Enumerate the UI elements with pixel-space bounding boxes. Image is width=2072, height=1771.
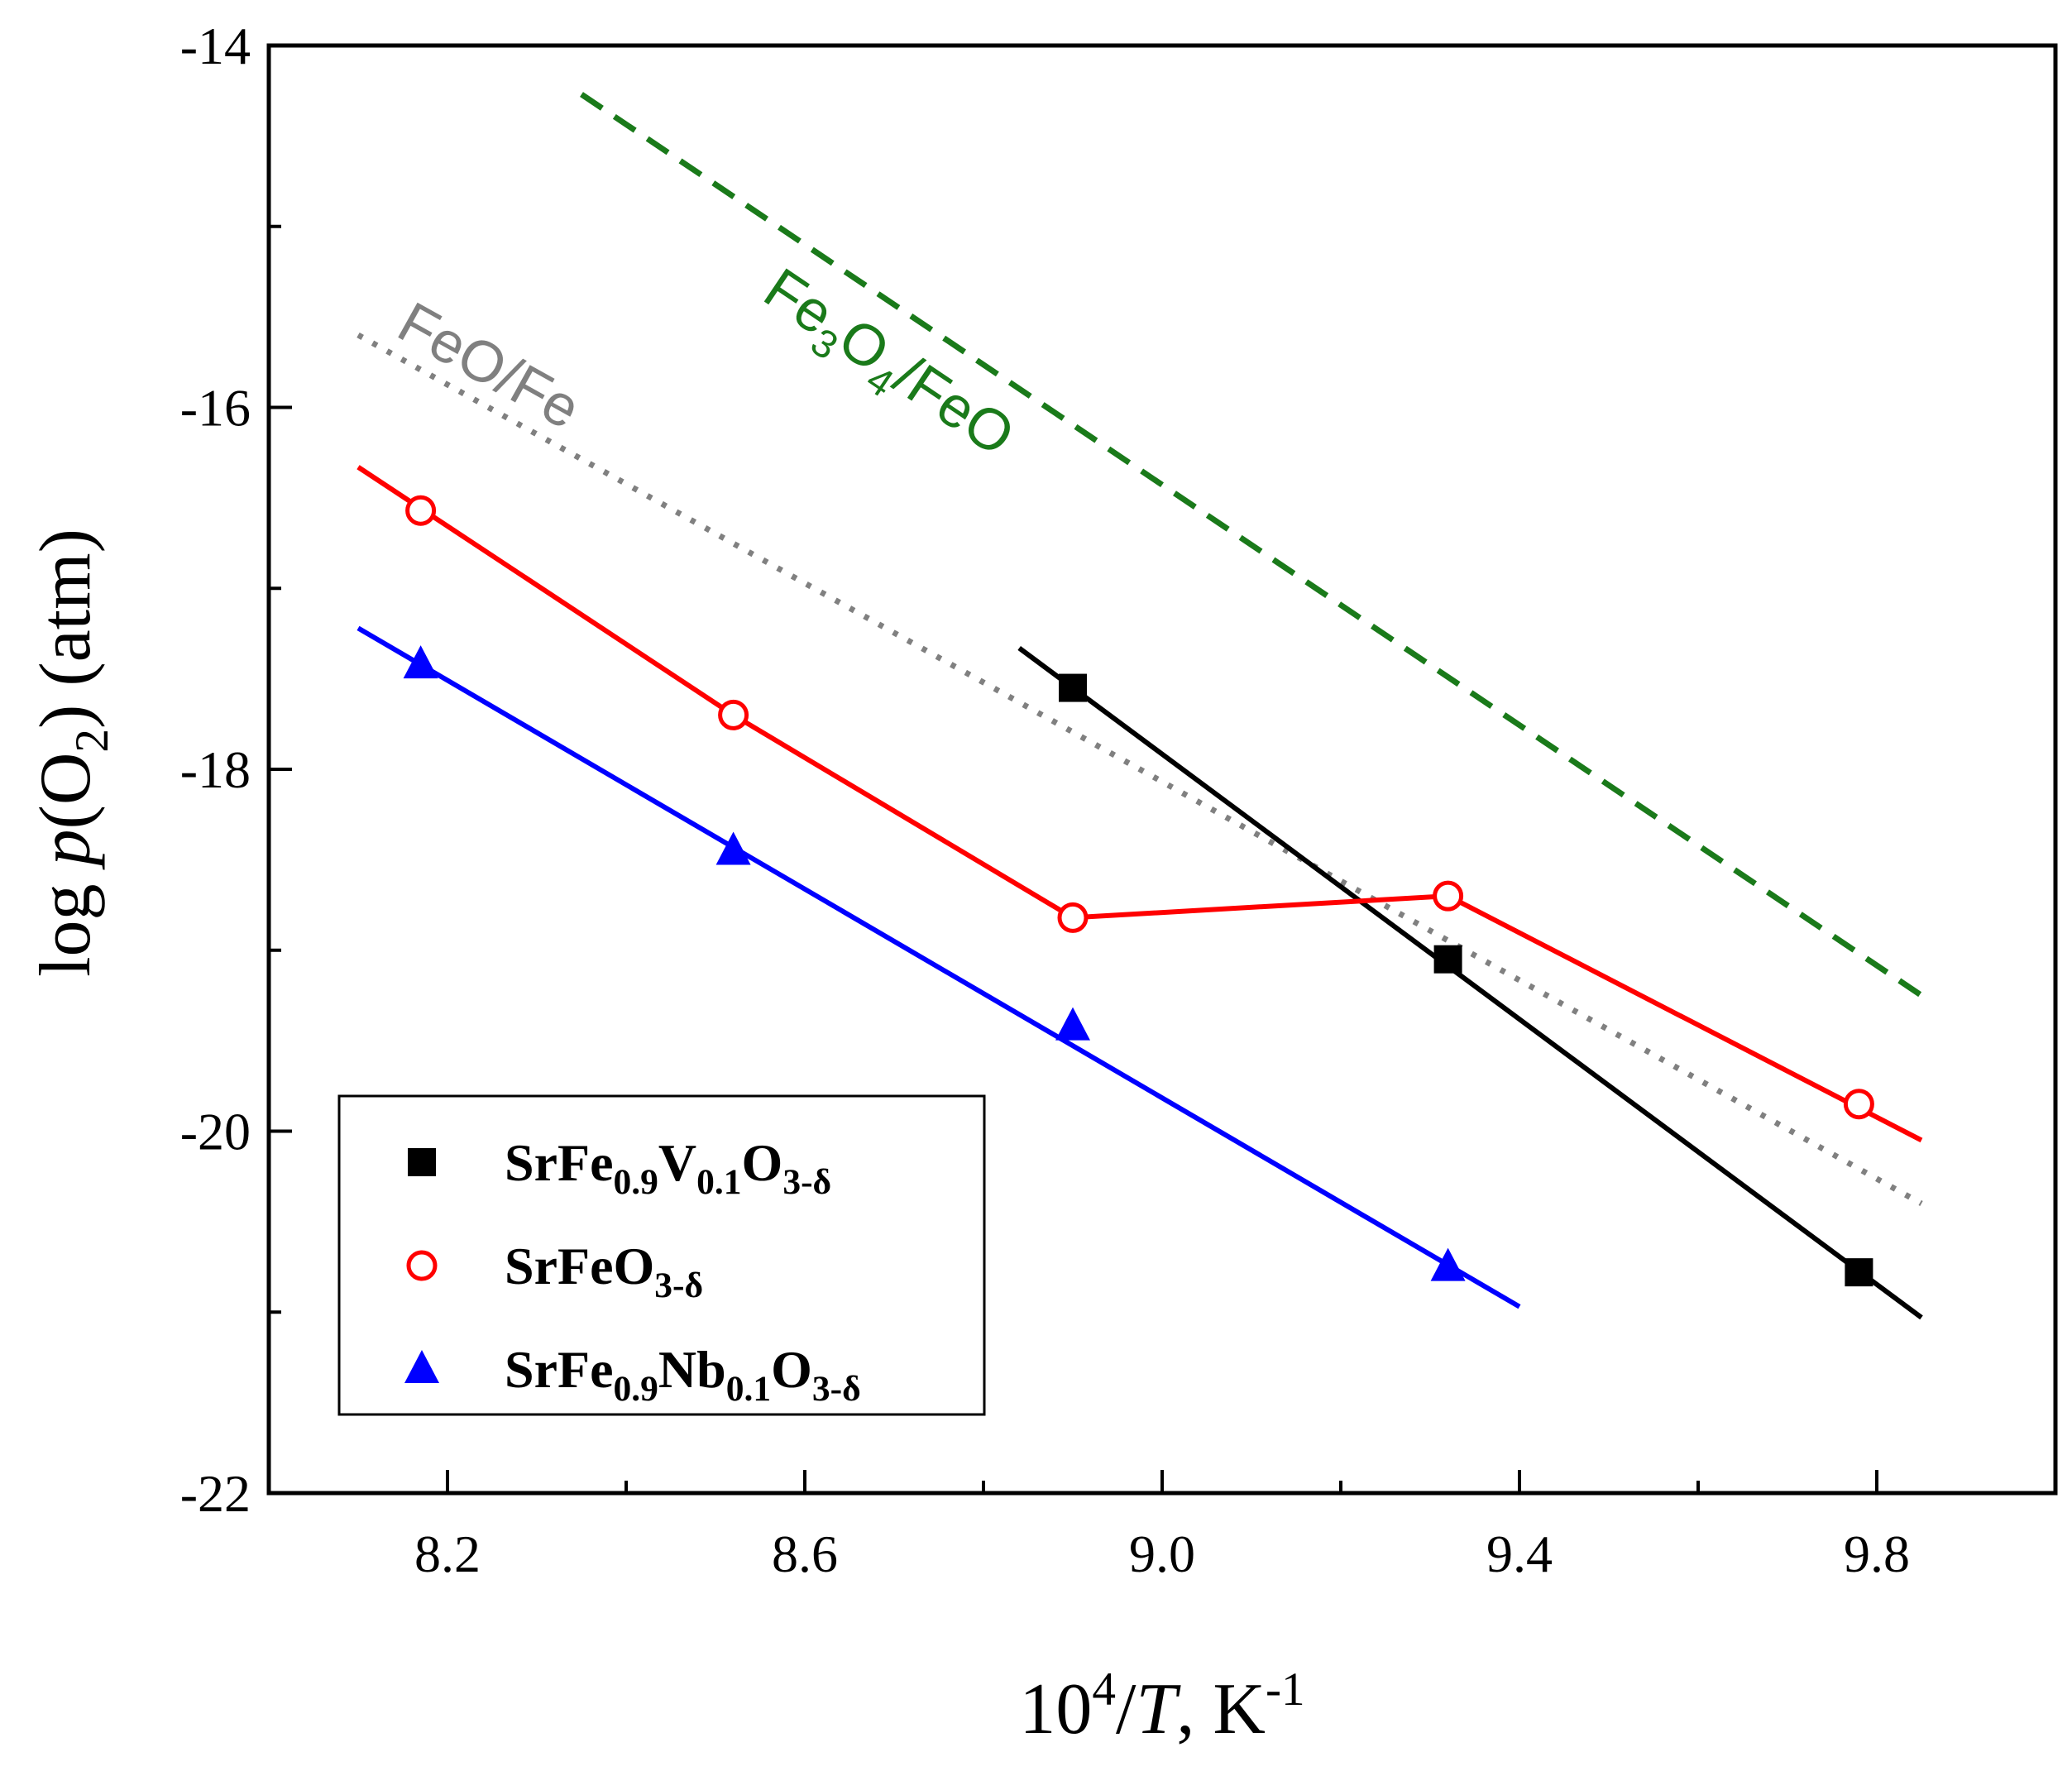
- legend-label-1-part: 0.1: [696, 1162, 741, 1202]
- legend-label-1: SrFe0.9V0.1O3-δ: [505, 1133, 831, 1202]
- y-axis-title-part: ) (atm): [26, 529, 106, 729]
- legend-label-1-part: 3-δ: [782, 1162, 831, 1202]
- data-point-triangle: [403, 645, 438, 679]
- x-tick-label: 9.8: [1844, 1524, 1910, 1583]
- y-axis-title: log p(O2) (atm): [26, 529, 118, 977]
- x-axis-title-part: T: [1136, 1669, 1181, 1749]
- legend-label-3-part: 3-δ: [812, 1369, 861, 1409]
- data-point-circle: [1057, 902, 1089, 933]
- data-point-square: [1433, 945, 1462, 974]
- legend-label-3-part: SrFe: [505, 1340, 614, 1399]
- reference-label-fe3o4-feo-part: /FeO: [883, 343, 1026, 469]
- y-tick-label: -20: [180, 1103, 251, 1161]
- data-point-triangle: [1430, 1247, 1466, 1281]
- legend-label-2-part: SrFeO: [505, 1237, 654, 1295]
- x-axis-title-part: /: [1116, 1669, 1136, 1749]
- x-axis-title-part: , K: [1176, 1669, 1266, 1749]
- data-point-circle: [1433, 880, 1464, 912]
- series-line-1: [1017, 646, 1923, 1320]
- x-tick-label: 9.0: [1129, 1524, 1195, 1583]
- y-tick-label: -14: [180, 17, 251, 75]
- reference-line-fe3o4-feo: [580, 92, 1923, 998]
- y-axis-title-part: (O: [26, 753, 106, 830]
- legend-label-1-part: O: [742, 1133, 783, 1192]
- x-tick-label: 8.6: [772, 1524, 838, 1583]
- legend-label-3-part: 0.1: [726, 1369, 771, 1409]
- x-axis-title-part: -1: [1266, 1663, 1305, 1716]
- data-point-triangle: [1055, 1007, 1090, 1041]
- legend-label-1-part: 0.9: [614, 1162, 658, 1202]
- legend-label-2: SrFeO3-δ: [505, 1237, 703, 1305]
- legend-label-3-part: 0.9: [614, 1369, 658, 1409]
- data-point-circle: [405, 495, 437, 526]
- x-tick-label: 9.4: [1486, 1524, 1553, 1583]
- data-point-circle: [718, 699, 749, 730]
- y-tick-label: -22: [180, 1464, 251, 1523]
- legend-label-3-part: O: [771, 1340, 812, 1399]
- data-point-square: [1845, 1258, 1873, 1287]
- reference-line-feo-fe: [356, 332, 1923, 1207]
- legend-marker-square: [408, 1148, 436, 1176]
- y-axis-title-part: log: [26, 865, 106, 976]
- data-point-circle: [1843, 1089, 1874, 1120]
- data-series: [356, 465, 1923, 1320]
- x-tick-label: 8.2: [414, 1524, 481, 1583]
- legend-label-1-part: SrFe: [505, 1133, 614, 1192]
- x-axis-title: 104/T, K-1: [1019, 1663, 1304, 1749]
- y-tick-label: -16: [180, 379, 251, 438]
- x-axis-title-part: 4: [1092, 1663, 1116, 1716]
- data-point-triangle: [715, 831, 751, 865]
- legend-label-2-part: 3-δ: [654, 1266, 703, 1305]
- y-axis-title-part: p: [26, 829, 106, 870]
- legend-label-3-part: Nb: [658, 1340, 726, 1399]
- legend-marker-circle: [406, 1250, 438, 1281]
- legend-label-1-part: V: [658, 1133, 696, 1192]
- data-point-square: [1059, 673, 1087, 702]
- y-tick-label: -18: [180, 740, 251, 799]
- series-line-2: [356, 465, 1923, 1143]
- legend-marker-triangle: [404, 1350, 439, 1383]
- legend-label-3: SrFe0.9Nb0.1O3-δ: [505, 1340, 861, 1409]
- series-line-3: [356, 625, 1521, 1309]
- x-axis-title-part: 10: [1019, 1669, 1092, 1749]
- legend-box: [337, 1094, 986, 1416]
- y-axis-title-part: 2: [66, 729, 118, 753]
